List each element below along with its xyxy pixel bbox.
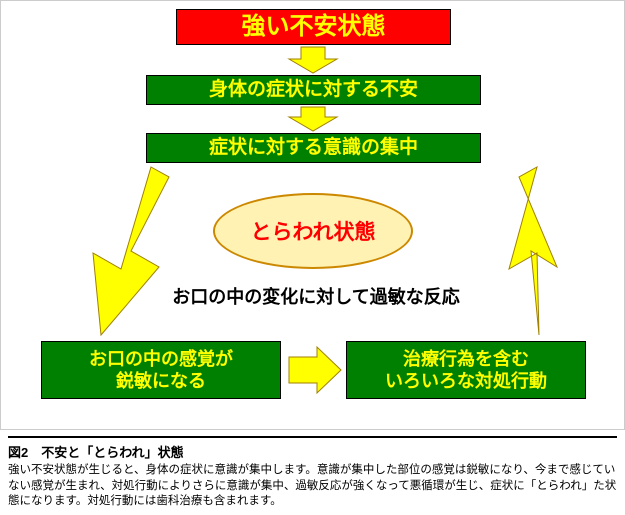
a-n5-n3 (509, 167, 557, 335)
node-anxiety-state: 強い不安状態 (176, 9, 451, 45)
a-n1-n2 (289, 47, 337, 73)
node-label: 症状に対する意識の集中 (209, 136, 418, 160)
node-label: 強い不安状態 (242, 12, 386, 42)
a-n4-n5 (289, 347, 341, 393)
node-label: お口の中の感覚が鋭敏になる (89, 348, 233, 393)
caption-title: 図2 不安と「とらわれ」状態 (8, 436, 617, 461)
node-label: 身体の症状に対する不安 (209, 78, 418, 102)
node-label: 治療行為を含むいろいろな対処行動 (385, 348, 547, 393)
a-n2-n3 (289, 107, 337, 131)
node-coping-behavior: 治療行為を含むいろいろな対処行動 (346, 341, 586, 399)
text: お口の中の変化に対して過敏な反応 (172, 287, 459, 307)
flowchart-canvas: 強い不安状態 身体の症状に対する不安 症状に対する意識の集中 とらわれ状態 お口… (0, 0, 625, 430)
node-consciousness-focus: 症状に対する意識の集中 (146, 133, 481, 163)
node-label: とらわれ状態 (251, 216, 376, 246)
a-n3-n4 (93, 167, 169, 335)
node-trapped-state: とらわれ状態 (213, 193, 413, 269)
caption-body: 強い不安状態が生じると、身体の症状に意識が集中します。意識が集中した部位の感覚は… (8, 463, 617, 510)
mid-text-hypersensitive: お口の中の変化に対して過敏な反応 (126, 283, 506, 309)
figure-caption: 図2 不安と「とらわれ」状態 強い不安状態が生じると、身体の症状に意識が集中しま… (0, 430, 625, 510)
node-body-symptom-anxiety: 身体の症状に対する不安 (146, 75, 481, 105)
node-mouth-sensitivity: お口の中の感覚が鋭敏になる (41, 341, 281, 399)
